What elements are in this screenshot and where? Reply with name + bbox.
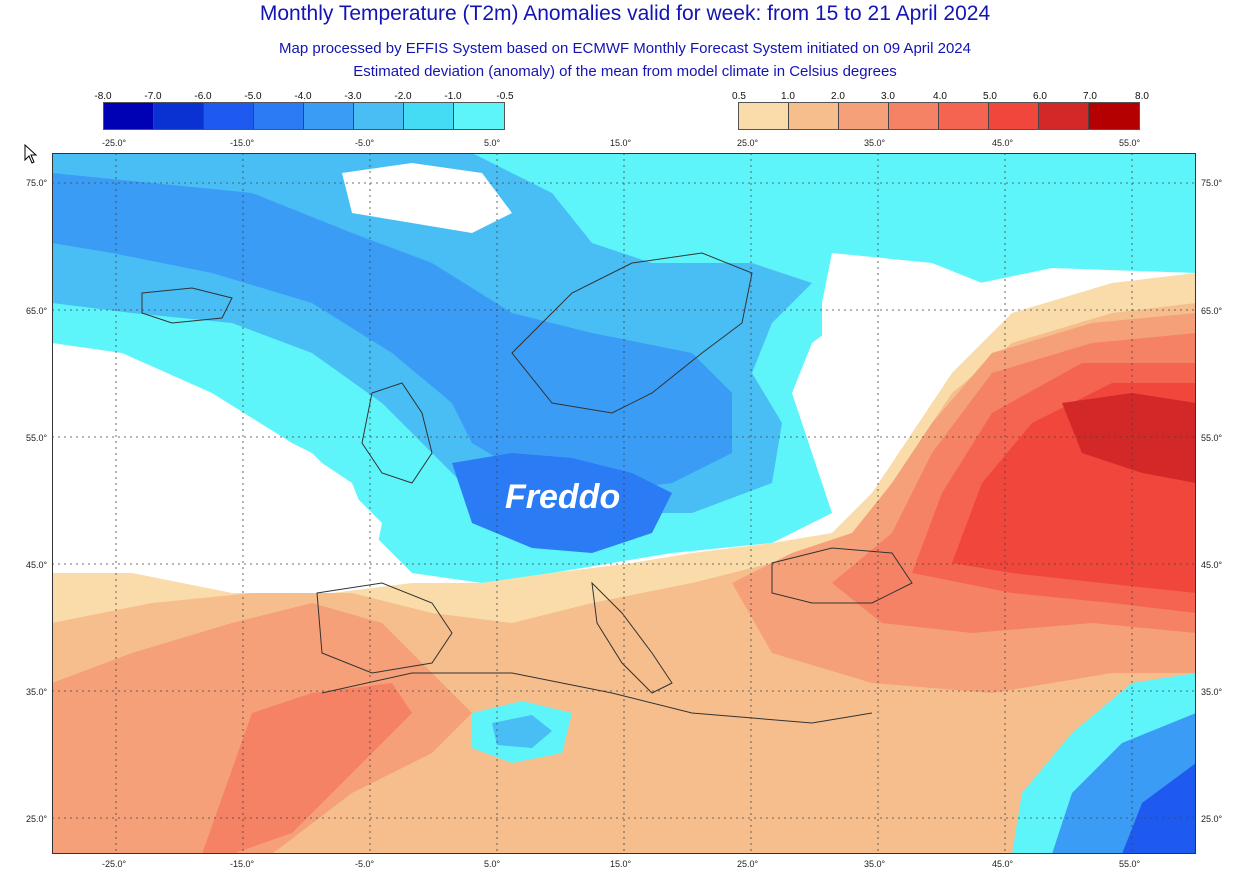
freddo-annotation: Freddo (505, 478, 621, 516)
cold-swatch (454, 103, 504, 129)
warm-zone-morocco (202, 683, 412, 854)
lat-label-right: 35.0° (1201, 687, 1223, 697)
cold-label: -2.0 (394, 91, 412, 102)
coastline-iceland (141, 287, 233, 324)
lat-label-right: 65.0° (1201, 306, 1223, 316)
lon-label-top: 25.0° (737, 138, 759, 148)
lon-label-bottom: 45.0° (992, 859, 1014, 869)
cold-swatch (354, 103, 404, 129)
cold-colorbar (103, 102, 505, 130)
warm-label: 5.0 (983, 91, 997, 102)
lat-label-left: 35.0° (26, 687, 48, 697)
warm-label: 3.0 (881, 91, 895, 102)
lat-label-right: 25.0° (1201, 814, 1223, 824)
cold-swatch (404, 103, 454, 129)
cold-label: -3.0 (344, 91, 362, 102)
warm-label: 7.0 (1083, 91, 1097, 102)
cold-label: -7.0 (144, 91, 162, 102)
lon-label-top: 15.0° (610, 138, 632, 148)
warm-label: 0.5 (732, 91, 746, 102)
warm-swatch (1089, 103, 1139, 129)
lat-label-left: 45.0° (26, 560, 48, 570)
lon-label-bottom: 55.0° (1119, 859, 1141, 869)
lon-label-top: 45.0° (992, 138, 1014, 148)
coastline-north-africa (321, 672, 873, 724)
neutral-zone-atlantic (52, 353, 382, 593)
warm-label: 1.0 (781, 91, 795, 102)
lon-label-bottom: 35.0° (864, 859, 886, 869)
cold-label: -6.0 (194, 91, 212, 102)
lon-label-bottom: 5.0° (484, 859, 501, 869)
cold-label: -4.0 (294, 91, 312, 102)
warm-swatch (789, 103, 839, 129)
cold-pool-sahara-inner (492, 715, 552, 748)
coastline-black-sea (771, 547, 913, 604)
warm-label: 6.0 (1033, 91, 1047, 102)
cold-label: -5.0 (244, 91, 262, 102)
cold-swatch (254, 103, 304, 129)
cold-swatch (204, 103, 254, 129)
lat-label-left: 25.0° (26, 814, 48, 824)
cold-swatch (154, 103, 204, 129)
warm-swatch (889, 103, 939, 129)
anomaly-map (52, 153, 1196, 854)
lon-label-top: 5.0° (484, 138, 501, 148)
warm-swatch (989, 103, 1039, 129)
lon-label-top: -25.0° (102, 138, 127, 148)
warm-swatch (839, 103, 889, 129)
warm-swatch (739, 103, 789, 129)
warm-zone-6 (1062, 393, 1196, 483)
cold-label: -8.0 (94, 91, 112, 102)
warm-label: 4.0 (933, 91, 947, 102)
lat-label-left: 55.0° (26, 433, 48, 443)
lon-label-top: -5.0° (355, 138, 375, 148)
coastline-iberia (316, 582, 453, 674)
warm-swatch (1039, 103, 1089, 129)
lat-label-right: 45.0° (1201, 560, 1223, 570)
warm-label: 8.0 (1135, 91, 1149, 102)
lat-label-left: 65.0° (26, 306, 48, 316)
map-subtitle-2: Estimated deviation (anomaly) of the mea… (353, 63, 897, 80)
lat-label-right: 75.0° (1201, 178, 1223, 188)
lon-label-bottom: -5.0° (355, 859, 375, 869)
warm-swatch (939, 103, 989, 129)
cold-label: -1.0 (444, 91, 462, 102)
cold-zone-north-3 (52, 173, 732, 493)
cold-label: -0.5 (496, 91, 514, 102)
neutral-zone-baltic (822, 253, 982, 383)
lon-label-bottom: -15.0° (230, 859, 255, 869)
lon-label-top: 35.0° (864, 138, 886, 148)
lat-label-left: 75.0° (26, 178, 48, 188)
cold-zone-central (452, 453, 672, 553)
warm-label: 2.0 (831, 91, 845, 102)
coastline-scandinavia (511, 252, 753, 414)
mouse-pointer-icon (24, 144, 38, 164)
warm-colorbar (738, 102, 1140, 130)
cold-zone-arabia-3 (1122, 763, 1196, 854)
lon-label-bottom: 15.0° (610, 859, 632, 869)
coastline-uk (361, 382, 433, 484)
map-subtitle: Map processed by EFFIS System based on E… (279, 40, 971, 57)
cold-swatch (304, 103, 354, 129)
lon-label-bottom: 25.0° (737, 859, 759, 869)
map-title: Monthly Temperature (T2m) Anomalies vali… (259, 2, 991, 25)
map-frame (52, 153, 1196, 854)
coastline-italy (591, 581, 673, 694)
cold-swatch (104, 103, 154, 129)
lon-label-bottom: -25.0° (102, 859, 127, 869)
lon-label-top: 55.0° (1119, 138, 1141, 148)
graticule (52, 153, 1196, 854)
lon-label-top: -15.0° (230, 138, 255, 148)
lat-label-right: 55.0° (1201, 433, 1223, 443)
neutral-zone-arctic (342, 163, 512, 233)
